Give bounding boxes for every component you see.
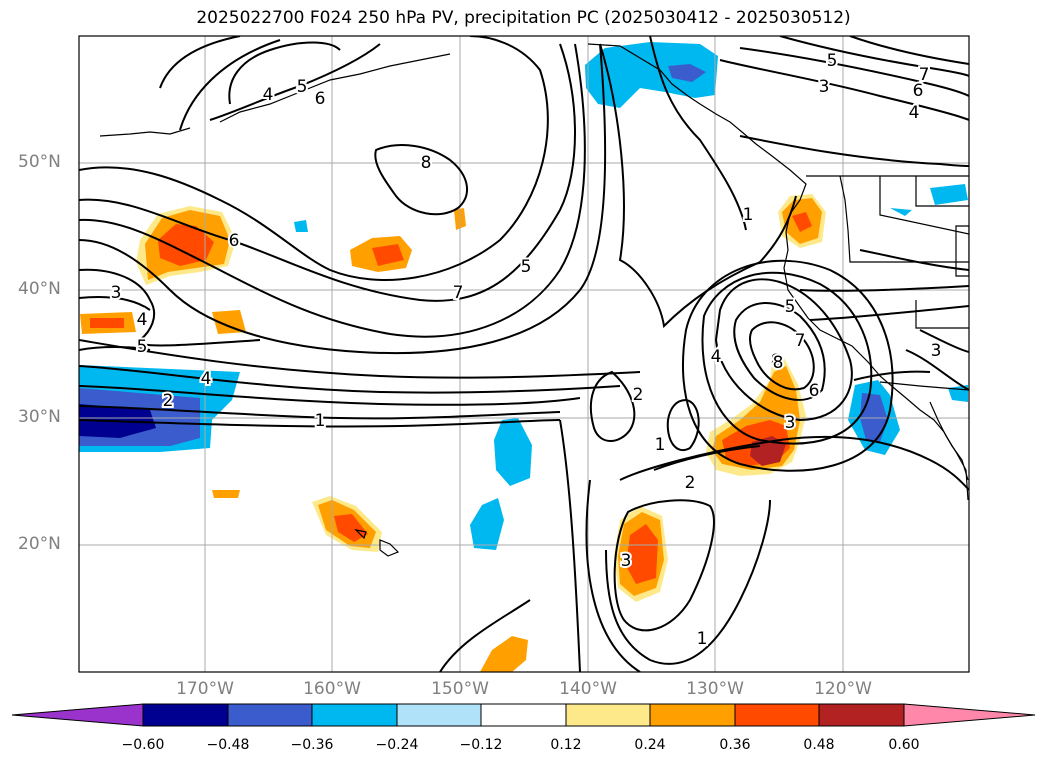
contour-label: 3 — [111, 283, 122, 303]
contour-label: 3 — [819, 77, 830, 97]
contour-label: 7 — [919, 65, 930, 85]
contour-label: 5 — [827, 51, 838, 71]
colorbar-segment — [311, 703, 398, 727]
colorbar-tick: 0.36 — [719, 737, 751, 753]
contour-label: 6 — [229, 231, 240, 251]
contour-label: 6 — [315, 89, 326, 109]
contour-label: 4 — [909, 103, 920, 123]
colorbar-segment — [649, 703, 736, 727]
contour-label: 7 — [795, 331, 806, 351]
colorbar — [11, 703, 1036, 727]
colorbar-tick: −0.24 — [375, 737, 419, 753]
contour-label: 2 — [685, 473, 696, 493]
colorbar-tick: 0.60 — [888, 737, 920, 753]
contour-label: 4 — [201, 369, 212, 389]
lat-label: 40°N — [18, 279, 61, 299]
lat-label: 50°N — [18, 152, 61, 172]
contour-label: 1 — [655, 435, 666, 455]
contour-label: 1 — [697, 629, 708, 649]
colorbar-tick: 0.48 — [803, 737, 835, 753]
contour-label: 1 — [743, 205, 754, 225]
colorbar-tick: −0.36 — [290, 737, 334, 753]
contour-label: 1 — [315, 411, 326, 431]
contour-label: 8 — [773, 353, 784, 373]
colorbar-tick: −0.60 — [121, 737, 165, 753]
coastlines — [99, 43, 969, 557]
lon-label: 140°W — [559, 679, 617, 699]
lon-label: 160°W — [303, 679, 361, 699]
lon-label: 170°W — [176, 679, 234, 699]
colorbar-tick: 0.12 — [550, 737, 582, 753]
contour-label: 8 — [771, 351, 782, 371]
colorbar-tick: 0.24 — [634, 737, 666, 753]
contour-label: 7 — [453, 283, 464, 303]
pv-contours — [79, 36, 969, 672]
contour-label: 6 — [913, 81, 924, 101]
colorbar-segment — [480, 703, 567, 727]
graticule — [79, 36, 969, 672]
contour-label: 5 — [785, 297, 796, 317]
lat-label: 20°N — [18, 534, 61, 554]
lat-label: 30°N — [18, 407, 61, 427]
colorbar-segment — [734, 703, 820, 727]
contour-label: 3 — [931, 341, 942, 361]
contour-label: 4 — [137, 310, 148, 330]
lon-label: 130°W — [686, 679, 744, 699]
lon-label: 120°W — [814, 679, 872, 699]
contour-label: 5 — [297, 77, 308, 97]
map-title: 2025022700 F024 250 hPa PV, precipitatio… — [196, 8, 851, 28]
colorbar-low-extend — [11, 703, 144, 727]
contour-label: 2 — [163, 391, 174, 411]
contour-label: 3 — [785, 413, 796, 433]
contour-label: 5 — [521, 257, 532, 277]
contour-label: 2 — [633, 385, 644, 405]
contour-label: 4 — [263, 85, 274, 105]
colorbar-tick: −0.48 — [206, 737, 250, 753]
colorbar-segment — [142, 703, 229, 727]
plot-frame — [78, 35, 970, 673]
contour-label: 4 — [711, 347, 722, 367]
lon-label: 150°W — [431, 679, 489, 699]
colorbar-tick: −0.12 — [459, 737, 503, 753]
contour-label: 3 — [621, 551, 632, 571]
colorbar-segment — [565, 703, 651, 727]
contour-label: 5 — [137, 337, 148, 357]
contour-labels: 4 5 6 8 6 3 4 5 4 2 1 7 5 8 1 5 4 3 6 7 … — [109, 49, 944, 651]
colorbar-high-extend — [903, 703, 1036, 727]
colorbar-segment — [818, 703, 905, 727]
precip-anomaly-shading — [79, 42, 968, 672]
contour-label: 6 — [809, 381, 820, 401]
colorbar-segment — [396, 703, 482, 727]
colorbar-segment — [227, 703, 313, 727]
contour-label: 8 — [421, 153, 432, 173]
